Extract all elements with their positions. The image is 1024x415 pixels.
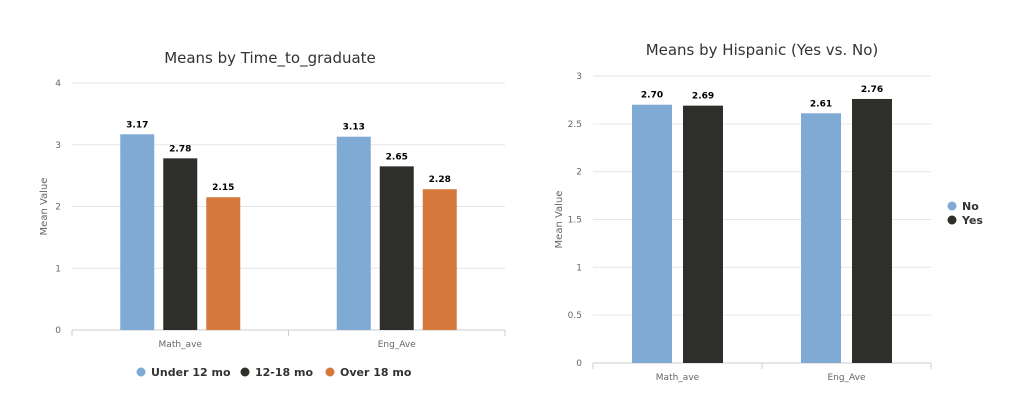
chart-2: Means by Hispanic (Yes vs. No) Mean Value… xyxy=(554,41,983,383)
legend-marker xyxy=(325,367,335,377)
legend-marker xyxy=(947,215,957,225)
chart-title: Means by Hispanic (Yes vs. No) xyxy=(646,41,879,59)
legend-label: 12-18 mo xyxy=(255,366,313,379)
x-tick-label: Eng_Ave xyxy=(827,373,866,383)
y-tick-label: 0 xyxy=(576,359,582,369)
legend-label: Over 18 mo xyxy=(340,366,412,379)
data-label: 2.15 xyxy=(212,183,234,193)
legend-label: Yes xyxy=(961,214,983,227)
y-tick-label: 2.5 xyxy=(568,120,582,130)
bar xyxy=(852,98,892,364)
bar xyxy=(336,136,371,330)
bar xyxy=(683,105,723,363)
chart-title: Means by Time_to_graduate xyxy=(164,49,376,68)
y-tick-label: 0.5 xyxy=(568,311,582,321)
y-tick-label: 3 xyxy=(576,72,582,82)
legend-marker xyxy=(240,367,250,377)
bar xyxy=(206,197,241,330)
bar xyxy=(422,189,457,330)
bar xyxy=(163,158,198,330)
y-axis-label: Mean Value xyxy=(554,191,565,249)
y-tick-label: 2 xyxy=(576,168,582,178)
legend-label: Under 12 mo xyxy=(151,366,231,379)
y-tick-label: 1 xyxy=(55,264,61,274)
data-label: 2.69 xyxy=(692,92,714,102)
chart-1: Means by Time_to_graduate Mean Value 0 1 2 3 4… xyxy=(39,49,506,379)
legend: Under 12 mo 12-18 mo Over 18 mo xyxy=(136,366,412,379)
y-tick-label: 1.5 xyxy=(568,216,582,226)
bar xyxy=(801,113,841,363)
bar xyxy=(120,134,155,330)
legend-marker xyxy=(947,201,957,211)
y-tick-label: 2 xyxy=(55,203,61,213)
x-tick-label: Math_ave xyxy=(159,340,203,350)
y-tick-label: 3 xyxy=(55,141,61,151)
data-label: 2.61 xyxy=(810,99,832,109)
y-axis-label: Mean Value xyxy=(39,178,50,236)
x-tick-label: Eng_Ave xyxy=(378,340,417,350)
x-tick-label: Math_ave xyxy=(656,373,700,383)
data-label: 3.17 xyxy=(126,120,148,130)
data-label: 2.28 xyxy=(429,175,451,185)
data-label: 2.78 xyxy=(169,144,191,154)
data-label: 2.70 xyxy=(641,91,663,101)
data-label: 2.76 xyxy=(861,85,883,95)
legend-label: No xyxy=(962,200,979,213)
bar xyxy=(379,166,414,330)
legend-marker xyxy=(136,367,146,377)
y-tick-label: 0 xyxy=(55,326,61,336)
data-label: 3.13 xyxy=(343,123,365,133)
y-tick-label: 4 xyxy=(55,79,61,89)
data-label: 2.65 xyxy=(386,152,408,162)
y-tick-label: 1 xyxy=(576,263,582,273)
bar xyxy=(632,104,672,363)
